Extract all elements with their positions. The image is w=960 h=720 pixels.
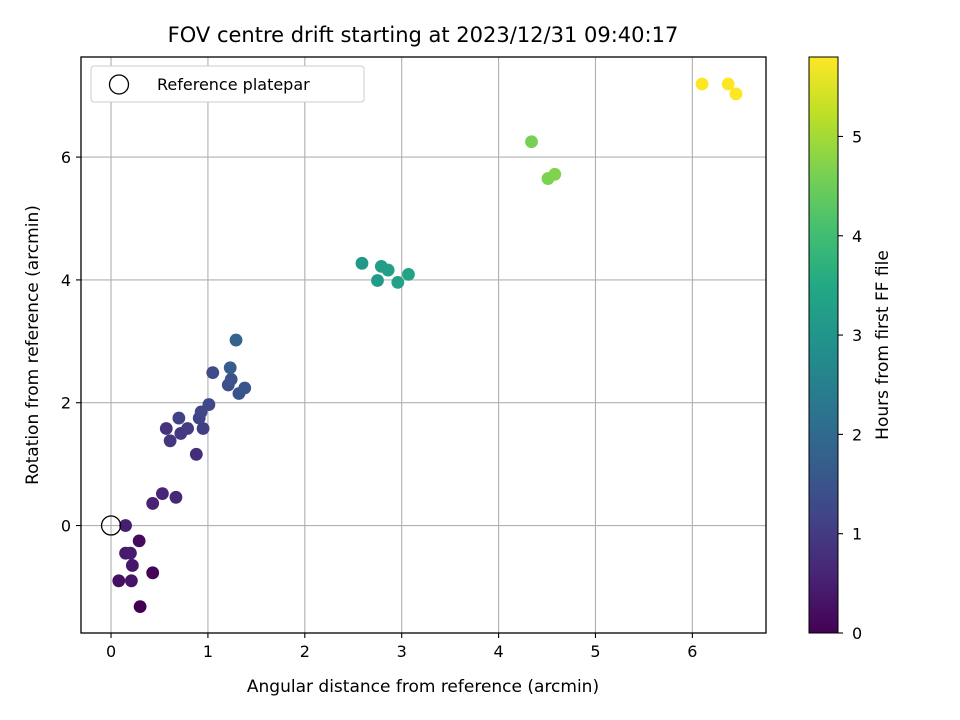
data-point <box>132 534 146 548</box>
colorbar-label: Hours from first FF file <box>873 250 893 440</box>
y-tick-label: 4 <box>61 271 71 290</box>
reference-platepar-marker <box>100 515 122 536</box>
data-point <box>172 411 186 425</box>
colorbar <box>808 56 839 634</box>
grid-lines <box>81 57 766 633</box>
data-point <box>391 275 405 289</box>
x-tick-label: 3 <box>397 642 407 661</box>
colorbar-ticks: 0 1 2 3 4 5 <box>838 127 862 643</box>
data-point <box>695 77 709 91</box>
data-point <box>189 447 203 461</box>
x-tick-label: 0 <box>106 642 116 661</box>
data-point <box>355 256 369 270</box>
data-point <box>721 77 735 91</box>
colorbar-tick-label: 2 <box>852 425 862 444</box>
x-tick-label: 4 <box>493 642 503 661</box>
data-point <box>371 274 384 287</box>
data-point <box>163 434 177 448</box>
data-point <box>202 398 216 411</box>
legend: Reference platepar <box>90 65 365 103</box>
data-points <box>112 77 743 613</box>
y-axis-ticks: 0 2 4 6 <box>61 148 81 536</box>
data-point <box>119 519 132 532</box>
data-point <box>124 546 137 560</box>
x-tick-label: 6 <box>687 642 697 661</box>
colorbar-tick-label: 3 <box>852 326 862 345</box>
y-axis-label: Rotation from reference (arcmin) <box>23 205 43 485</box>
data-point <box>224 372 238 386</box>
x-tick-label: 5 <box>590 642 600 661</box>
data-point <box>125 559 139 572</box>
x-tick-label: 2 <box>300 642 310 661</box>
data-point <box>229 333 243 347</box>
data-point <box>133 600 147 613</box>
x-axis-label: Angular distance from reference (arcmin) <box>247 677 599 697</box>
legend-marker-icon <box>108 74 130 95</box>
data-point <box>525 135 538 149</box>
data-point <box>381 263 395 277</box>
data-point <box>112 574 126 588</box>
x-axis-ticks: 0 1 2 3 4 5 6 <box>106 633 697 661</box>
data-point <box>206 366 220 380</box>
plot-frame <box>80 56 767 634</box>
data-point <box>146 497 160 510</box>
y-tick-label: 6 <box>61 148 71 167</box>
colorbar-tick-label: 4 <box>852 227 862 246</box>
data-point <box>169 490 183 504</box>
data-point <box>548 167 562 181</box>
data-point <box>223 361 237 375</box>
data-point <box>729 87 743 101</box>
data-point <box>196 422 210 435</box>
y-tick-label: 0 <box>61 517 71 536</box>
data-point <box>155 487 169 501</box>
data-point <box>402 267 415 281</box>
data-point <box>159 422 173 435</box>
colorbar-tick-label: 1 <box>852 525 862 544</box>
legend-label: Reference platepar <box>157 75 310 94</box>
data-point <box>124 574 138 588</box>
x-tick-label: 1 <box>203 642 213 661</box>
legend-box <box>90 65 365 103</box>
data-point <box>238 381 252 395</box>
reference-marker-layer <box>100 515 122 536</box>
chart-title: FOV centre drift starting at 2023/12/31 … <box>168 23 679 47</box>
y-tick-label: 2 <box>61 394 71 413</box>
data-point <box>181 422 194 435</box>
data-point <box>146 566 160 580</box>
colorbar-tick-label: 5 <box>852 127 862 146</box>
colorbar-tick-label: 0 <box>852 624 862 643</box>
